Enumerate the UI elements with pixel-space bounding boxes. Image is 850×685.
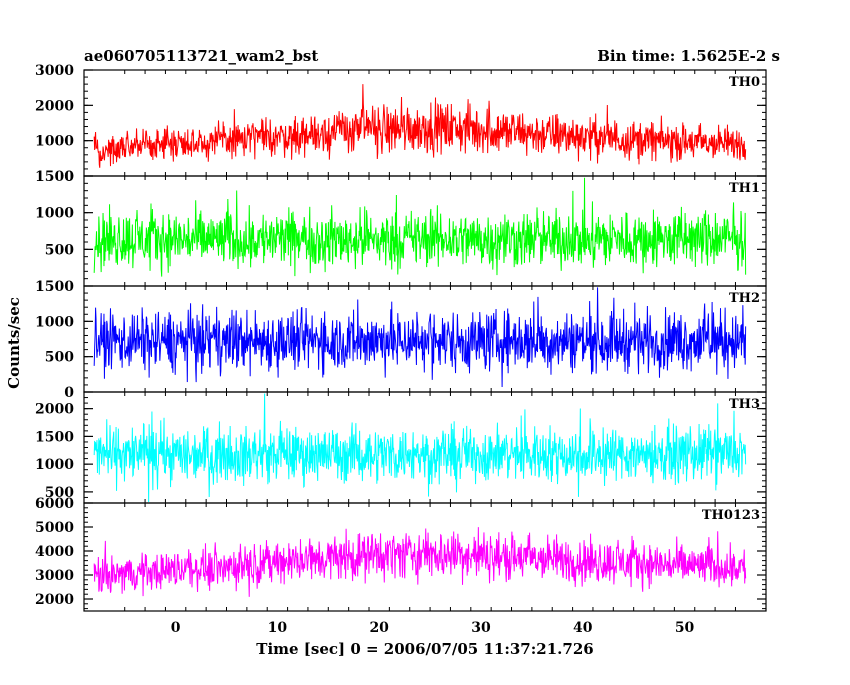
y-tick-label-th0123: 3000 — [35, 568, 74, 584]
y-tick-label-th0123: 6000 — [35, 496, 74, 512]
panel-label-th1: TH1 — [729, 181, 760, 196]
x-tick-label: 40 — [573, 620, 593, 636]
x-tick-label: 10 — [268, 620, 288, 636]
panel-label-th2: TH2 — [729, 291, 760, 306]
panel-frame-th0123 — [83, 502, 767, 612]
trace-th0123 — [93, 527, 747, 597]
y-tick-label-th1: 1500 — [35, 169, 74, 185]
y-tick-label-th0123: 4000 — [35, 544, 74, 560]
y-tick-label-th3: 1000 — [35, 457, 74, 473]
panel-label-th0: TH0 — [729, 75, 760, 90]
y-tick-label-th2: 1000 — [35, 314, 74, 330]
x-tick-label: 30 — [471, 620, 491, 636]
y-tick-label-th1: 1000 — [35, 206, 74, 222]
panel-label-th3: TH3 — [729, 397, 760, 412]
y-tick-label-th0123: 2000 — [35, 592, 74, 608]
bin-time-label: Bin time: 1.5625E-2 s — [597, 47, 780, 65]
trace-th2 — [93, 287, 747, 388]
panel-axes: 0100020003000TH050010001500TH10500100015… — [35, 63, 766, 636]
panel-traces — [93, 84, 747, 597]
y-tick-label-th2: 1500 — [35, 279, 74, 295]
y-tick-label-th3: 2000 — [35, 402, 74, 418]
y-tick-label-th2: 500 — [45, 350, 74, 366]
y-tick-label-th2: 0 — [64, 385, 74, 401]
trace-th0 — [93, 84, 747, 168]
chart-title: ae060705113721_wam2_bst — [84, 47, 318, 65]
y-tick-label-th0: 0 — [64, 169, 74, 185]
y-tick-label-th0123: 5000 — [35, 520, 74, 536]
x-tick-label: 50 — [675, 620, 695, 636]
y-axis-label: Counts/sec — [5, 297, 23, 389]
y-tick-label-th0: 2000 — [35, 98, 74, 114]
y-tick-label-th0: 3000 — [35, 63, 74, 79]
panel-frame-th0 — [83, 69, 767, 177]
y-tick-label-th0: 1000 — [35, 134, 74, 150]
x-tick-label: 20 — [369, 620, 389, 636]
trace-th1 — [93, 177, 747, 277]
y-tick-label-th3: 1500 — [35, 429, 74, 445]
y-tick-label-th3: 500 — [45, 485, 74, 501]
x-axis-label: Time [sec] 0 = 2006/07/05 11:37:21.726 — [256, 640, 593, 658]
y-tick-label-th1: 500 — [45, 242, 74, 258]
trace-th3 — [93, 393, 747, 502]
panel-label-th0123: TH0123 — [702, 508, 760, 523]
x-tick-label: 0 — [171, 620, 181, 636]
